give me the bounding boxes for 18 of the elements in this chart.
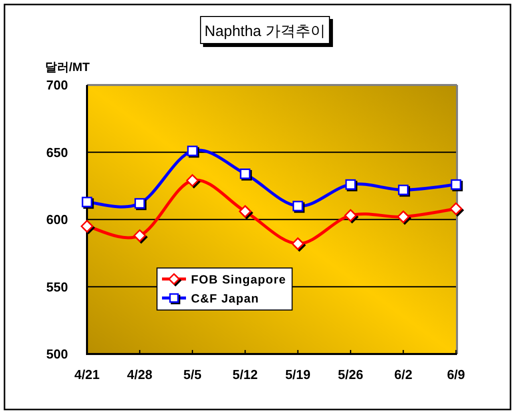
x-tick-label: 5/26 <box>338 367 364 382</box>
y-axis-title: 달러/MT <box>45 60 90 74</box>
x-tick-label: 6/9 <box>446 367 466 382</box>
y-tick-label: 500 <box>46 346 68 362</box>
x-tick-label: 5/12 <box>232 367 258 382</box>
y-tick-label: 650 <box>46 144 68 160</box>
y-tick-label: 600 <box>46 212 68 227</box>
x-tick-label: 5/5 <box>183 367 202 382</box>
x-tick-label: 5/19 <box>285 367 311 382</box>
y-tick-label: 550 <box>46 279 68 294</box>
y-tick-label: 700 <box>46 78 68 92</box>
legend-label: C&F Japan <box>191 292 260 306</box>
x-tick-label: 6/2 <box>394 367 412 382</box>
chart-title: Naphtha 가격추이 <box>204 23 326 40</box>
x-tick-label: 4/28 <box>127 367 152 382</box>
title: Naphtha 가격추이 <box>200 16 330 44</box>
legend-label: FOB Singapore <box>191 272 286 286</box>
x-tick-label: 4/21 <box>74 367 100 382</box>
